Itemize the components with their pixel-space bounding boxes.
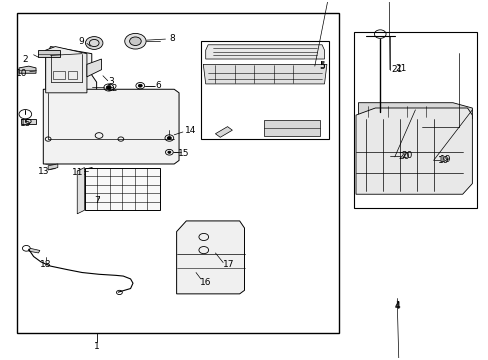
- Circle shape: [124, 33, 146, 49]
- Text: 4: 4: [394, 301, 399, 310]
- Text: 19: 19: [439, 155, 450, 164]
- Polygon shape: [205, 45, 324, 59]
- Polygon shape: [29, 248, 40, 253]
- Text: 5: 5: [319, 62, 325, 71]
- Bar: [353, 32, 476, 208]
- Bar: [17, 13, 338, 333]
- Text: 7: 7: [94, 196, 99, 205]
- Polygon shape: [358, 103, 471, 119]
- Text: 20: 20: [401, 151, 412, 160]
- Text: 6: 6: [156, 81, 161, 90]
- Polygon shape: [264, 120, 319, 135]
- Text: 9: 9: [78, 37, 84, 46]
- Circle shape: [167, 151, 170, 153]
- Polygon shape: [20, 119, 36, 124]
- Polygon shape: [43, 89, 179, 164]
- Circle shape: [138, 84, 142, 87]
- Bar: [201, 41, 329, 139]
- Text: 12: 12: [107, 84, 118, 93]
- Polygon shape: [77, 167, 97, 176]
- Text: 8: 8: [169, 34, 175, 43]
- Polygon shape: [45, 46, 87, 93]
- Polygon shape: [87, 59, 102, 77]
- Bar: [84, 167, 159, 210]
- Bar: [53, 72, 65, 78]
- Polygon shape: [176, 221, 244, 294]
- Text: 20: 20: [398, 152, 409, 161]
- Circle shape: [167, 136, 171, 139]
- Text: 10: 10: [16, 69, 27, 78]
- Polygon shape: [355, 108, 471, 194]
- Text: 21: 21: [391, 65, 402, 74]
- Circle shape: [106, 86, 111, 89]
- Polygon shape: [203, 64, 326, 84]
- Text: 4: 4: [394, 302, 399, 311]
- Text: 1: 1: [94, 342, 100, 351]
- Polygon shape: [77, 167, 84, 214]
- Text: 16: 16: [200, 278, 211, 287]
- Polygon shape: [19, 66, 36, 73]
- Text: 5: 5: [319, 61, 325, 70]
- Text: 17: 17: [223, 260, 234, 269]
- Circle shape: [129, 37, 141, 45]
- Text: 15: 15: [20, 118, 31, 127]
- Text: 19: 19: [437, 156, 448, 165]
- Bar: [67, 72, 77, 78]
- Text: 3: 3: [108, 77, 114, 86]
- Circle shape: [85, 37, 102, 49]
- Text: 21: 21: [394, 64, 406, 73]
- Polygon shape: [45, 46, 97, 164]
- Text: 15: 15: [178, 149, 189, 158]
- Text: 13: 13: [38, 167, 49, 176]
- Text: 14: 14: [184, 126, 196, 135]
- Text: 18: 18: [40, 260, 51, 269]
- Polygon shape: [215, 127, 232, 137]
- Text: 11: 11: [71, 168, 83, 177]
- Text: 2: 2: [22, 55, 28, 64]
- Polygon shape: [39, 50, 60, 57]
- Polygon shape: [48, 164, 58, 170]
